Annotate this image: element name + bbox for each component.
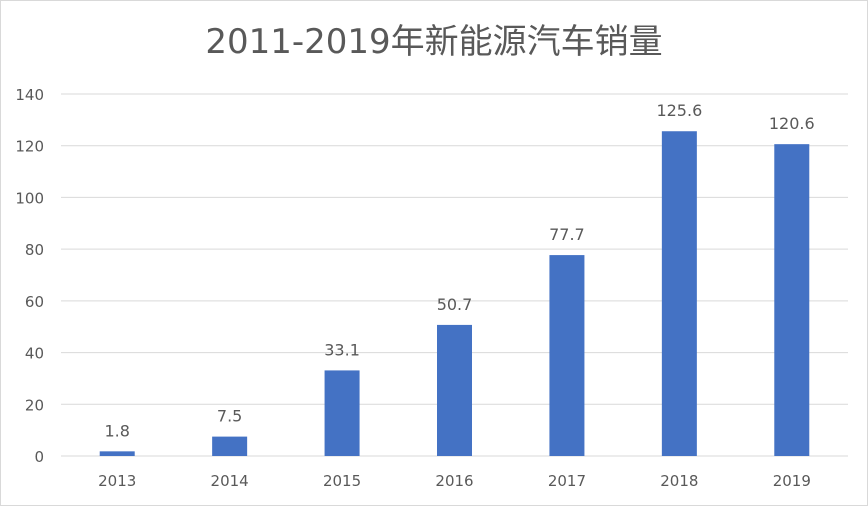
bar-2015 bbox=[324, 370, 360, 456]
chart-title: 2011-2019年新能源汽车销量 bbox=[205, 22, 663, 62]
bar-2016 bbox=[437, 324, 472, 456]
data-label-2014: 7.5 bbox=[217, 407, 242, 426]
y-tick-label: 0 bbox=[34, 448, 44, 466]
x-axis-tick-labels: 2013 2014 2015 2016 2017 2018 2019 bbox=[98, 472, 811, 490]
bar-2018 bbox=[661, 131, 697, 456]
bar-2017 bbox=[549, 255, 585, 456]
x-tick-label-2019: 2019 bbox=[773, 472, 811, 490]
data-labels: 1.8 7.5 33.1 50.7 77.7 125.6 120.6 bbox=[104, 101, 814, 440]
y-tick-label: 80 bbox=[25, 241, 44, 259]
data-label-2016: 50.7 bbox=[437, 295, 473, 314]
data-label-2019: 120.6 bbox=[769, 114, 815, 133]
bar-2019 bbox=[774, 144, 810, 457]
data-label-2015: 33.1 bbox=[324, 340, 360, 359]
data-label-2017: 77.7 bbox=[549, 225, 585, 244]
x-tick-label-2017: 2017 bbox=[548, 472, 586, 490]
x-tick-label-2013: 2013 bbox=[98, 472, 136, 490]
y-tick-label: 100 bbox=[15, 189, 44, 207]
y-axis-tick-labels: 0 20 40 60 80 100 120 140 bbox=[15, 86, 44, 466]
y-tick-label: 40 bbox=[25, 345, 44, 363]
data-label-2013: 1.8 bbox=[104, 421, 129, 440]
bar-2014 bbox=[212, 436, 248, 456]
data-label-2018: 125.6 bbox=[656, 101, 702, 120]
bar-2013 bbox=[99, 451, 135, 456]
x-tick-label-2014: 2014 bbox=[211, 472, 249, 490]
x-tick-label-2016: 2016 bbox=[435, 472, 473, 490]
y-tick-label: 140 bbox=[15, 86, 44, 104]
y-tick-label: 120 bbox=[15, 138, 44, 156]
x-tick-label-2015: 2015 bbox=[323, 472, 361, 490]
y-tick-label: 20 bbox=[25, 396, 44, 414]
x-tick-label-2018: 2018 bbox=[660, 472, 698, 490]
bars bbox=[99, 131, 810, 457]
y-tick-label: 60 bbox=[25, 293, 44, 311]
